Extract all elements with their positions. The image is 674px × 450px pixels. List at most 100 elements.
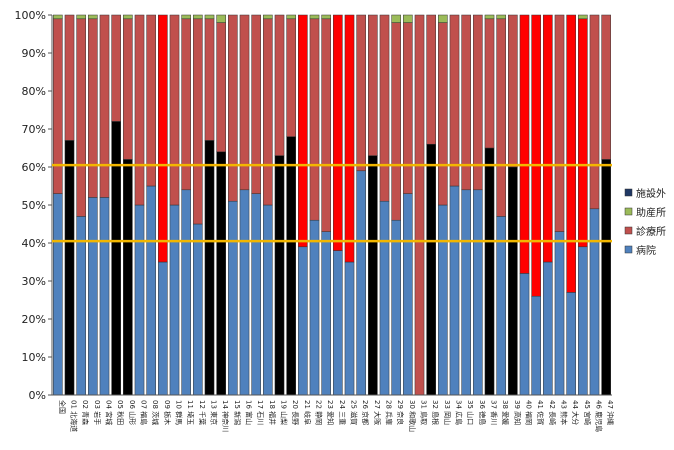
bar-segment [169, 14, 180, 206]
bar-segment [473, 189, 483, 396]
bar-segment [193, 223, 203, 396]
legend-swatch [624, 245, 633, 254]
x-tick-label: 06 山形 [128, 400, 137, 425]
legend-label: 施設外 [636, 187, 666, 200]
bar-segment [64, 14, 75, 141]
bar-segment [426, 143, 436, 396]
bar-segment [601, 159, 611, 396]
legend-swatch [624, 188, 633, 197]
x-tick-label: 07 福島 [140, 400, 149, 425]
bar-segment [134, 204, 145, 396]
bar-segment [64, 140, 75, 396]
x-tick-label: 43 熊本 [560, 400, 569, 425]
bar-segment [368, 155, 378, 396]
bar-segment [508, 14, 518, 168]
y-tick-label: 10% [22, 351, 46, 364]
bar-segment [578, 18, 588, 248]
bar-segment [554, 14, 565, 232]
bar-segment [344, 261, 355, 396]
bar-segment [543, 261, 553, 396]
bar-segment [111, 14, 121, 122]
bar-segment [578, 246, 588, 396]
x-tick-label: 47 沖縄 [606, 400, 615, 425]
bar-segment [216, 151, 226, 396]
bar-segment [554, 231, 565, 396]
bar-segment [134, 14, 145, 206]
x-tick-label: 31 鳥取 [420, 400, 429, 425]
bar-segment [309, 14, 320, 20]
bar-segment [484, 14, 495, 20]
bar-segment [251, 14, 261, 194]
x-axis: 全国 01 北海道 02 青森 03 岩手 04 宮城 05 秋田 06 山形 07 福島 08… [52, 394, 615, 432]
x-tick-label: 05 秋田 [116, 400, 125, 425]
bar-segment [216, 14, 226, 23]
x-tick-label: 46 鹿児島 [595, 400, 604, 432]
bar-segment [426, 14, 436, 145]
bar-segment [333, 14, 343, 251]
reference-lines [52, 163, 612, 243]
x-tick-label: 35 山口 [466, 400, 475, 425]
bar-segment [123, 18, 133, 160]
bar-segment [403, 22, 413, 194]
x-tick-label: 36 徳島 [478, 400, 487, 425]
x-tick-label: 10 群馬 [175, 400, 184, 425]
bar-segment [449, 14, 460, 187]
legend-label: 診療所 [636, 225, 666, 238]
x-tick-label: 08 茨城 [151, 400, 160, 425]
bar-segment [204, 140, 215, 396]
y-tick-label: 0% [29, 389, 46, 402]
x-tick-label: 11 埼玉 [186, 400, 195, 425]
bar-segment [543, 14, 553, 263]
bar-segment [76, 216, 86, 396]
legend-swatch [624, 226, 633, 235]
x-tick-label: 25 滋賀 [350, 400, 359, 425]
bar-segment [321, 18, 331, 232]
bar-segment [88, 197, 98, 396]
bar-segment [391, 22, 401, 221]
bar-segment [449, 185, 460, 396]
x-tick-label: 28 兵庫 [385, 400, 394, 425]
bar-segment [496, 18, 506, 217]
bar-segment [53, 18, 63, 194]
bar-segment [298, 14, 308, 248]
x-tick-label: 40 福岡 [525, 400, 534, 425]
bar-segment [403, 193, 413, 396]
x-tick-label: 17 石川 [256, 400, 264, 425]
x-tick-label: 20 長野 [291, 400, 299, 425]
bar-segment [344, 14, 355, 263]
bar-segment [309, 18, 320, 221]
x-tick-label: 21 岐阜 [303, 400, 312, 425]
bar-segment [403, 14, 413, 23]
bar-segment [321, 14, 331, 20]
x-tick-label: 12 千葉 [198, 400, 207, 425]
y-tick-label: 90% [22, 47, 46, 60]
y-tick-label: 100% [15, 9, 46, 22]
x-tick-label: 16 富山 [245, 400, 254, 425]
bar-segment [496, 14, 506, 20]
bar-segment [286, 18, 296, 137]
bar-segment [438, 204, 448, 396]
bar-segment [589, 14, 600, 210]
x-tick-label: 33 岡山 [443, 400, 452, 425]
x-tick-label: 34 広島 [455, 400, 464, 425]
bar-segment [88, 14, 98, 20]
bar-segment [123, 159, 133, 396]
bar-segment [193, 14, 203, 20]
y-tick-label: 40% [22, 237, 46, 250]
bar-segment [274, 14, 285, 156]
bar-segment [519, 14, 530, 274]
x-tick-label: 26 京都 [361, 400, 370, 425]
x-tick-label: 22 静岡 [315, 400, 324, 425]
x-tick-label: 37 香川 [490, 400, 499, 425]
bar-segment [461, 189, 471, 396]
bar-segment [368, 14, 378, 156]
bar-segment [601, 14, 611, 160]
x-tick-label: 01 北海道 [70, 400, 79, 432]
bar-segment [88, 18, 98, 198]
bar-segment [566, 14, 576, 293]
bar-segment [484, 147, 495, 396]
bar-segment [473, 14, 483, 191]
bar-segment [496, 216, 506, 396]
bar-segment [204, 18, 215, 141]
bar-segment [438, 22, 448, 206]
